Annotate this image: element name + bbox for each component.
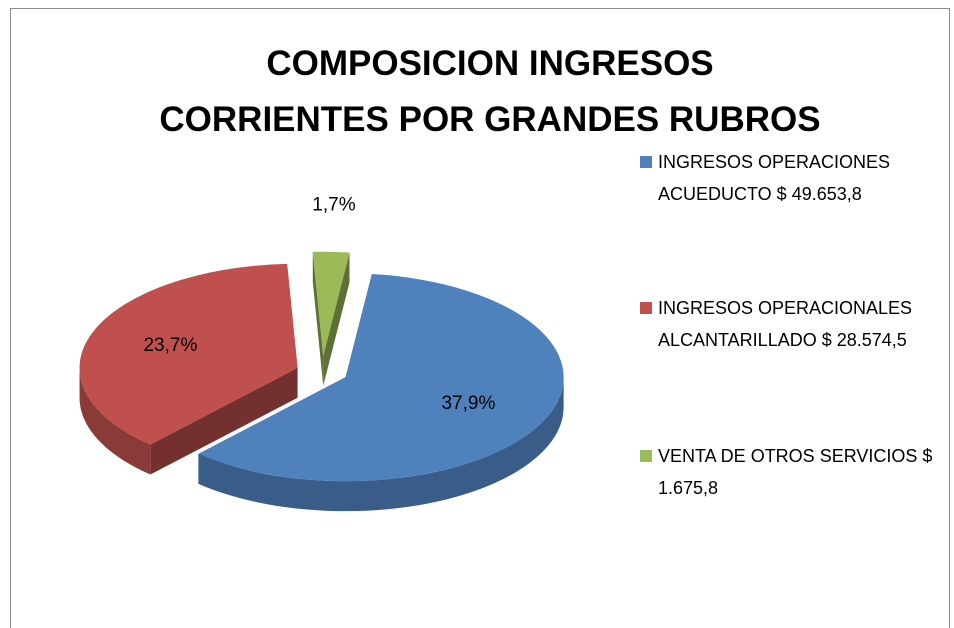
legend-swatch: [640, 450, 652, 462]
legend-entry: INGRESOS OPERACIONALES ALCANTARILLADO $ …: [640, 292, 940, 356]
chart-title: COMPOSICION INGRESOS CORRIENTES POR GRAN…: [159, 44, 821, 139]
chart-frame: [10, 8, 950, 628]
pie-slice: [198, 273, 564, 482]
pie-slice: [79, 263, 298, 445]
legend-label: INGRESOS OPERACIONES ACUEDUCTO $ 49.653,…: [658, 152, 891, 204]
legend-entry: INGRESOS OPERACIONES ACUEDUCTO $ 49.653,…: [640, 146, 940, 210]
pie-slice: [312, 251, 350, 356]
data-label: 37,9%: [441, 393, 495, 414]
data-label: 23,7%: [143, 335, 197, 356]
slice-wall: [150, 367, 298, 475]
legend-entry: VENTA DE OTROS SERVICIOS $ 1.675,8: [640, 440, 940, 504]
slice-side: [198, 377, 564, 512]
legend-swatch: [640, 302, 652, 314]
slice-side: [79, 368, 151, 475]
legend-label: VENTA DE OTROS SERVICIOS $ 1.675,8: [658, 446, 933, 498]
legend-label: INGRESOS OPERACIONALES ALCANTARILLADO $ …: [658, 298, 913, 350]
legend-swatch: [640, 156, 652, 168]
data-label: 1,7%: [312, 194, 355, 215]
slice-wall: [323, 252, 350, 386]
slice-wall: [312, 251, 324, 386]
